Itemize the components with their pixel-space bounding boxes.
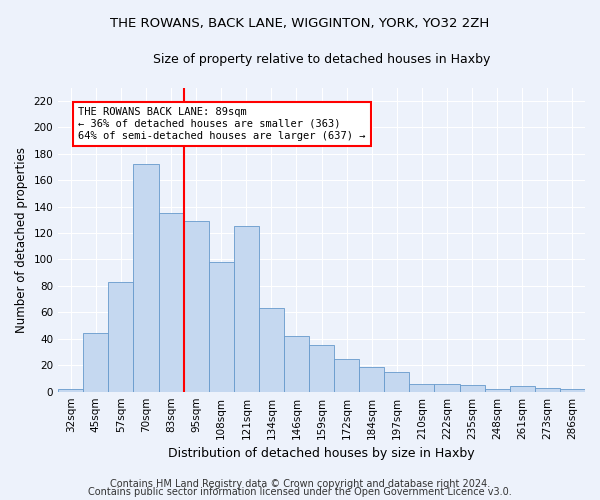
Bar: [133, 164, 158, 392]
Bar: [83, 334, 109, 392]
Title: Size of property relative to detached houses in Haxby: Size of property relative to detached ho…: [153, 52, 490, 66]
Text: Contains HM Land Registry data © Crown copyright and database right 2024.: Contains HM Land Registry data © Crown c…: [110, 479, 490, 489]
Bar: [535, 388, 560, 392]
Bar: [334, 358, 359, 392]
Y-axis label: Number of detached properties: Number of detached properties: [15, 146, 28, 332]
Bar: [560, 389, 585, 392]
Bar: [434, 384, 460, 392]
Text: Contains public sector information licensed under the Open Government Licence v3: Contains public sector information licen…: [88, 487, 512, 497]
Bar: [510, 386, 535, 392]
Bar: [359, 366, 385, 392]
Bar: [309, 346, 334, 392]
Bar: [184, 221, 209, 392]
Bar: [460, 385, 485, 392]
Bar: [385, 372, 409, 392]
Bar: [259, 308, 284, 392]
Bar: [209, 262, 234, 392]
X-axis label: Distribution of detached houses by size in Haxby: Distribution of detached houses by size …: [168, 447, 475, 460]
Bar: [409, 384, 434, 392]
Text: THE ROWANS BACK LANE: 89sqm
← 36% of detached houses are smaller (363)
64% of se: THE ROWANS BACK LANE: 89sqm ← 36% of det…: [78, 108, 366, 140]
Bar: [109, 282, 133, 392]
Bar: [485, 389, 510, 392]
Bar: [284, 336, 309, 392]
Bar: [234, 226, 259, 392]
Bar: [58, 389, 83, 392]
Text: THE ROWANS, BACK LANE, WIGGINTON, YORK, YO32 2ZH: THE ROWANS, BACK LANE, WIGGINTON, YORK, …: [110, 18, 490, 30]
Bar: [158, 213, 184, 392]
